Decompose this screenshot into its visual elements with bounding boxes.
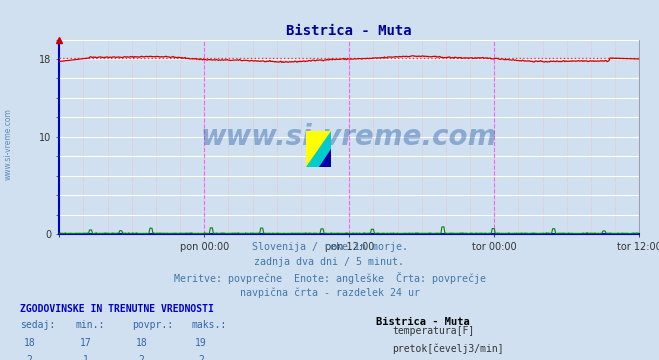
Text: sedaj:: sedaj: <box>20 320 55 330</box>
Text: temperatura[F]: temperatura[F] <box>392 326 474 336</box>
Polygon shape <box>306 131 331 167</box>
Text: navpična črta - razdelek 24 ur: navpična črta - razdelek 24 ur <box>239 287 420 298</box>
Text: www.si-vreme.com: www.si-vreme.com <box>201 123 498 151</box>
Text: pretok[čevelj3/min]: pretok[čevelj3/min] <box>392 343 503 354</box>
Title: Bistrica - Muta: Bistrica - Muta <box>287 24 412 39</box>
Text: Bistrica - Muta: Bistrica - Muta <box>376 317 469 327</box>
Text: Meritve: povprečne  Enote: angleške  Črta: povprečje: Meritve: povprečne Enote: angleške Črta:… <box>173 272 486 284</box>
Text: 17: 17 <box>80 338 92 348</box>
Text: 18: 18 <box>136 338 148 348</box>
Text: 2: 2 <box>198 355 204 360</box>
Text: www.si-vreme.com: www.si-vreme.com <box>4 108 13 180</box>
Text: min.:: min.: <box>76 320 105 330</box>
Text: maks.:: maks.: <box>191 320 226 330</box>
Text: Slovenija / reke in morje.: Slovenija / reke in morje. <box>252 242 407 252</box>
Text: 1: 1 <box>83 355 88 360</box>
Text: povpr.:: povpr.: <box>132 320 173 330</box>
Text: 2: 2 <box>139 355 144 360</box>
Text: 18: 18 <box>24 338 36 348</box>
Text: 19: 19 <box>195 338 207 348</box>
Polygon shape <box>319 149 331 167</box>
Text: 2: 2 <box>27 355 32 360</box>
Text: zadnja dva dni / 5 minut.: zadnja dva dni / 5 minut. <box>254 257 405 267</box>
Polygon shape <box>306 131 331 167</box>
Text: ZGODOVINSKE IN TRENUTNE VREDNOSTI: ZGODOVINSKE IN TRENUTNE VREDNOSTI <box>20 304 214 314</box>
